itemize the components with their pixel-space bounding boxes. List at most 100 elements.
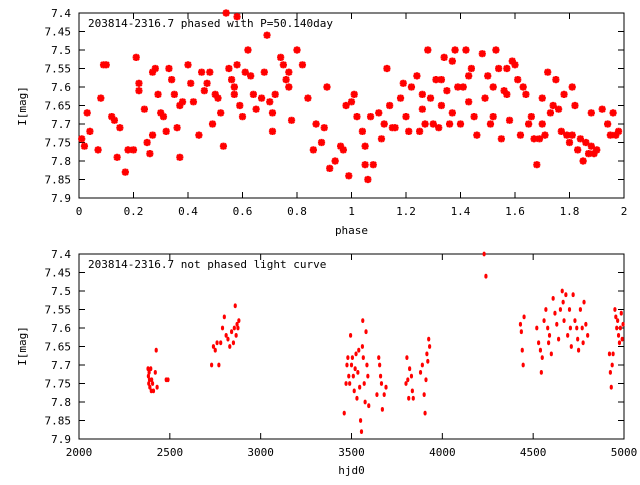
data-point bbox=[159, 113, 168, 121]
y-tick-label: 7.55 bbox=[45, 304, 72, 317]
data-point bbox=[320, 124, 328, 132]
data-point bbox=[323, 83, 331, 91]
data-point bbox=[357, 347, 361, 353]
data-point bbox=[379, 381, 384, 386]
data-point bbox=[426, 94, 435, 102]
data-point bbox=[224, 333, 228, 338]
data-point bbox=[382, 392, 386, 397]
data-point bbox=[582, 299, 586, 305]
data-point bbox=[562, 318, 566, 323]
data-point bbox=[208, 120, 217, 128]
data-point bbox=[482, 251, 486, 257]
data-point bbox=[489, 83, 497, 91]
data-point bbox=[451, 46, 459, 54]
x-tick-label: 1.4 bbox=[451, 205, 471, 218]
data-point bbox=[462, 46, 470, 54]
data-point bbox=[345, 172, 353, 180]
data-point bbox=[555, 105, 563, 113]
y-tick-label: 7.9 bbox=[51, 192, 71, 205]
data-point bbox=[576, 336, 580, 342]
data-point bbox=[606, 131, 614, 139]
data-point bbox=[558, 307, 563, 312]
data-point bbox=[293, 46, 301, 54]
data-point bbox=[219, 340, 223, 346]
data-point bbox=[616, 333, 621, 338]
chart-title: 203814-2316.7 phased with P=50.140day bbox=[88, 17, 333, 30]
data-point bbox=[424, 46, 432, 54]
data-point bbox=[473, 131, 481, 139]
data-point bbox=[467, 64, 475, 73]
data-point bbox=[593, 146, 601, 154]
data-point bbox=[148, 131, 157, 139]
data-point bbox=[404, 381, 408, 386]
data-point bbox=[609, 109, 617, 117]
data-point bbox=[238, 113, 247, 121]
data-point bbox=[413, 72, 421, 80]
data-point bbox=[484, 72, 492, 80]
data-point bbox=[437, 76, 446, 84]
data-point bbox=[247, 72, 255, 80]
data-point bbox=[83, 109, 91, 117]
x-tick-label: 1 bbox=[348, 205, 355, 218]
data-point bbox=[195, 131, 203, 139]
data-point bbox=[353, 366, 357, 372]
data-point bbox=[426, 358, 430, 364]
data-point bbox=[470, 113, 478, 121]
data-point bbox=[565, 138, 574, 147]
data-point bbox=[538, 347, 543, 353]
data-point bbox=[486, 120, 495, 128]
data-point bbox=[521, 362, 525, 368]
data-point bbox=[566, 333, 570, 338]
data-point bbox=[418, 105, 426, 113]
data-point bbox=[149, 366, 153, 372]
data-point bbox=[233, 13, 241, 21]
data-point bbox=[418, 370, 423, 375]
data-point bbox=[514, 76, 522, 84]
data-point bbox=[613, 307, 617, 312]
data-point bbox=[367, 403, 371, 409]
data-point bbox=[157, 109, 165, 117]
data-point bbox=[522, 90, 530, 98]
data-point bbox=[154, 90, 162, 98]
data-point bbox=[217, 362, 221, 368]
data-point bbox=[268, 127, 277, 135]
data-point bbox=[358, 384, 362, 390]
data-point bbox=[345, 362, 349, 368]
data-point bbox=[285, 83, 293, 91]
data-point bbox=[408, 366, 412, 372]
data-point bbox=[547, 333, 552, 338]
data-point bbox=[358, 418, 363, 423]
data-point bbox=[220, 325, 225, 331]
data-point bbox=[428, 344, 432, 349]
x-tick-label: 0 bbox=[76, 205, 83, 218]
y-tick-label: 7.5 bbox=[51, 44, 71, 57]
data-point bbox=[538, 94, 546, 102]
data-point bbox=[154, 347, 158, 353]
x-tick-label: 4000 bbox=[429, 446, 456, 459]
data-point bbox=[541, 131, 549, 139]
data-point bbox=[349, 362, 354, 368]
y-axis-label: I[mag] bbox=[16, 86, 29, 126]
data-point bbox=[124, 146, 132, 154]
data-point bbox=[97, 94, 105, 102]
data-point bbox=[287, 116, 296, 124]
data-point bbox=[621, 321, 625, 327]
data-point bbox=[422, 392, 426, 397]
data-point bbox=[446, 120, 454, 128]
data-point bbox=[380, 120, 388, 128]
data-point bbox=[369, 161, 377, 169]
data-point bbox=[364, 175, 372, 184]
data-point bbox=[228, 76, 236, 84]
data-point bbox=[407, 395, 411, 401]
data-point bbox=[173, 124, 181, 132]
data-point bbox=[234, 333, 238, 338]
data-point bbox=[213, 347, 217, 353]
data-point bbox=[495, 64, 503, 73]
y-tick-label: 7.65 bbox=[45, 341, 72, 354]
data-point bbox=[549, 351, 553, 357]
data-point bbox=[454, 83, 462, 91]
data-point bbox=[170, 90, 178, 98]
data-point bbox=[110, 116, 119, 124]
data-point bbox=[544, 307, 548, 312]
data-point bbox=[230, 83, 238, 91]
